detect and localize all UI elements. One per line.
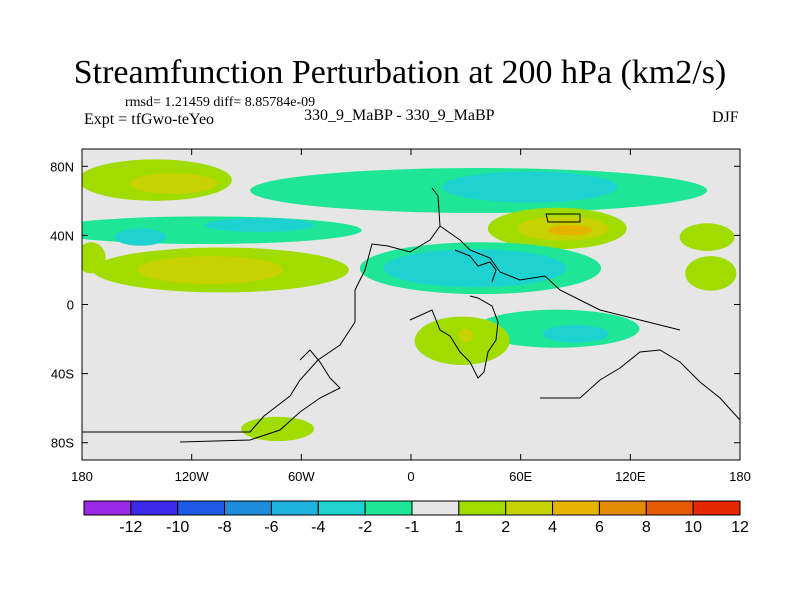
colorbar-swatch-9 <box>505 500 554 516</box>
colorbar-label-9: 4 <box>548 519 557 536</box>
contour-region-6 <box>114 228 167 246</box>
y-tick-label-0: 80N <box>50 159 74 174</box>
colorbar-swatch-2 <box>177 500 226 516</box>
colorbar-swatch-1 <box>130 500 179 516</box>
contour-region-21 <box>241 416 315 441</box>
colorbar-label-5: -2 <box>358 519 372 536</box>
contour-region-3 <box>442 171 618 203</box>
colorbar-label-11: 8 <box>642 519 651 536</box>
x-tick-label-0: 180 <box>71 469 93 484</box>
colorbar-swatch-8 <box>458 500 507 516</box>
colorbar-swatch-10 <box>552 500 600 516</box>
contour-region-20 <box>458 328 474 343</box>
experiment-label: Expt = tfGwo-teYeo <box>84 111 215 128</box>
contour-region-16 <box>383 249 567 288</box>
colorbar-label-10: 6 <box>595 519 604 536</box>
colorbar-label-8: 2 <box>501 519 510 536</box>
contour-region-1 <box>129 173 218 194</box>
contour-region-5 <box>204 218 315 232</box>
colorbar-swatch-7 <box>411 500 460 516</box>
colorbar-swatch-11 <box>598 500 647 516</box>
y-tick-label-3: 40S <box>51 367 74 382</box>
contour-region-12 <box>548 225 592 236</box>
x-tick-label-4: 60E <box>509 469 532 484</box>
colorbar: -12 -10 -8 -6 -4 -2 -1 1 2 4 6 8 10 12 <box>83 500 749 536</box>
coastline-africa <box>409 295 499 379</box>
colorbar-label-3: -6 <box>264 519 278 536</box>
colorbar-swatch-0 <box>83 500 132 516</box>
contour-fill-layer <box>82 159 737 441</box>
colorbar-label-12: 10 <box>684 519 702 536</box>
comparison-label: 330_9_MaBP - 330_9_MaBP <box>304 107 495 124</box>
x-tick-label-1: 120W <box>175 469 210 484</box>
coastline-detail <box>454 213 581 283</box>
y-tick-label-2: 0 <box>67 298 74 313</box>
colorbar-swatch-13 <box>692 500 741 516</box>
y-tick-label-1: 40N <box>50 228 74 243</box>
contour-region-13 <box>679 223 735 251</box>
coastline-americas <box>82 187 441 433</box>
colorbar-swatch-5 <box>317 500 366 516</box>
colorbar-label-6: -1 <box>405 519 419 536</box>
contour-region-9 <box>82 242 106 274</box>
chart-title: Streamfunction Perturbation at 200 hPa (… <box>73 54 727 91</box>
colorbar-label-2: -8 <box>217 519 231 536</box>
coastline-australia <box>540 349 740 421</box>
colorbar-label-1: -10 <box>166 519 189 536</box>
contour-region-18 <box>542 325 609 343</box>
x-axis: 180 120W 60W 0 60E 120E 180 <box>71 149 751 484</box>
colorbar-label-7: 1 <box>454 519 463 536</box>
colorbar-swatch-4 <box>270 500 319 516</box>
colorbar-swatch-3 <box>224 500 272 516</box>
colorbar-label-13: 12 <box>731 519 749 536</box>
x-tick-label-5: 120E <box>615 469 646 484</box>
colorbar-label-4: -4 <box>311 519 325 536</box>
contour-region-4 <box>82 216 362 245</box>
y-tick-label-4: 80S <box>51 436 74 451</box>
x-tick-label-3: 0 <box>407 469 414 484</box>
colorbar-label-0: -12 <box>119 519 142 536</box>
y-axis: 80N 40N 0 40S 80S <box>50 159 740 451</box>
colorbar-swatch-12 <box>645 500 694 516</box>
x-tick-label-6: 180 <box>729 469 751 484</box>
season-label: DJF <box>712 109 739 126</box>
contour-region-14 <box>685 256 737 291</box>
contour-region-8 <box>136 256 284 284</box>
coastline-antarctic <box>179 349 341 443</box>
colorbar-swatch-6 <box>364 500 413 516</box>
coastline-layer <box>82 187 740 443</box>
stats-text: rmsd= 1.21459 diff= 8.85784e-09 <box>125 95 316 110</box>
coastline-eurasia <box>439 225 681 331</box>
x-tick-label-2: 60W <box>288 469 315 484</box>
